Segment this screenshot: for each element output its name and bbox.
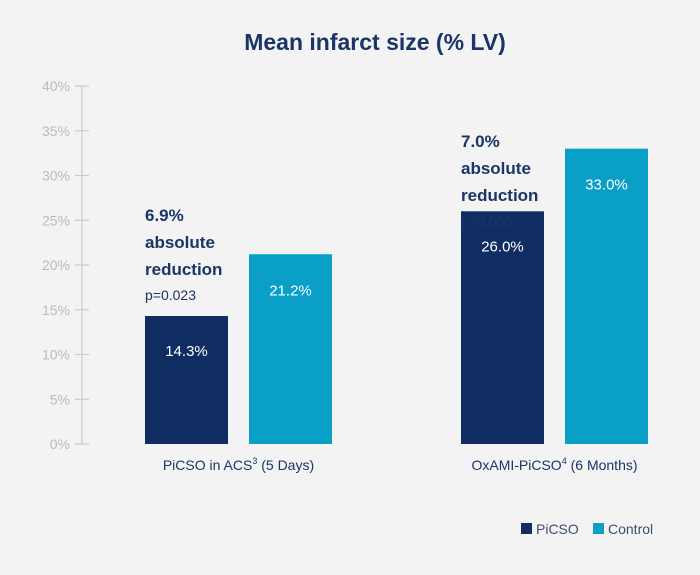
annotation-line: reduction: [461, 186, 538, 205]
bar-value-label: 33.0%: [585, 177, 628, 194]
y-tick-label: 35%: [42, 123, 70, 139]
annotation-line: absolute: [145, 233, 215, 252]
y-tick-label: 40%: [42, 78, 70, 94]
reduction-annotation: 6.9% absolute reduction p=0.023: [145, 206, 222, 303]
legend-label: Control: [608, 521, 653, 537]
category-label: OxAMI-PiCSO4 (6 Months): [471, 456, 637, 473]
bar-value-label: 26.0%: [481, 238, 524, 255]
y-tick-label: 25%: [42, 212, 70, 228]
reduction-annotation: 7.0% absolute reduction p=0.006: [461, 132, 538, 229]
y-tick-label: 10%: [42, 347, 70, 363]
bar-picso-1: [461, 211, 544, 444]
y-axis: 0% 5% 10% 15% 20% 25% 30% 35% 40%: [42, 78, 89, 452]
annotations: 6.9% absolute reduction p=0.023 7.0% absolute…: [145, 132, 538, 303]
annotation-line: reduction: [145, 260, 222, 279]
p-value: p=0.023: [145, 287, 196, 303]
y-tick-label: 15%: [42, 302, 70, 318]
bar-value-label: 14.3%: [165, 343, 208, 360]
chart-title: Mean infarct size (% LV): [244, 29, 506, 55]
annotation-line: 6.9%: [145, 206, 184, 225]
annotation-line: 7.0%: [461, 132, 500, 151]
y-tick-label: 0%: [50, 436, 70, 452]
p-value: p=0.006: [461, 213, 512, 229]
annotation-line: absolute: [461, 159, 531, 178]
legend-swatch-control: [593, 523, 604, 534]
bar-value-label: 21.2%: [269, 282, 312, 299]
bar-control-0: [249, 254, 332, 444]
bar-picso-0: [145, 316, 228, 444]
y-tick-label: 5%: [50, 391, 70, 407]
legend-label: PiCSO: [536, 521, 579, 537]
bars: 14.3% 21.2% 26.0% 33.0%: [145, 148, 648, 444]
category-label: PiCSO in ACS3 (5 Days): [163, 456, 314, 473]
legend: PiCSO Control: [521, 521, 653, 537]
legend-swatch-picso: [521, 523, 532, 534]
y-tick-label: 20%: [42, 257, 70, 273]
category-labels: PiCSO in ACS3 (5 Days) OxAMI-PiCSO4 (6 Mo…: [163, 456, 638, 473]
y-tick-label: 30%: [42, 168, 70, 184]
bar-control-1: [565, 148, 648, 444]
